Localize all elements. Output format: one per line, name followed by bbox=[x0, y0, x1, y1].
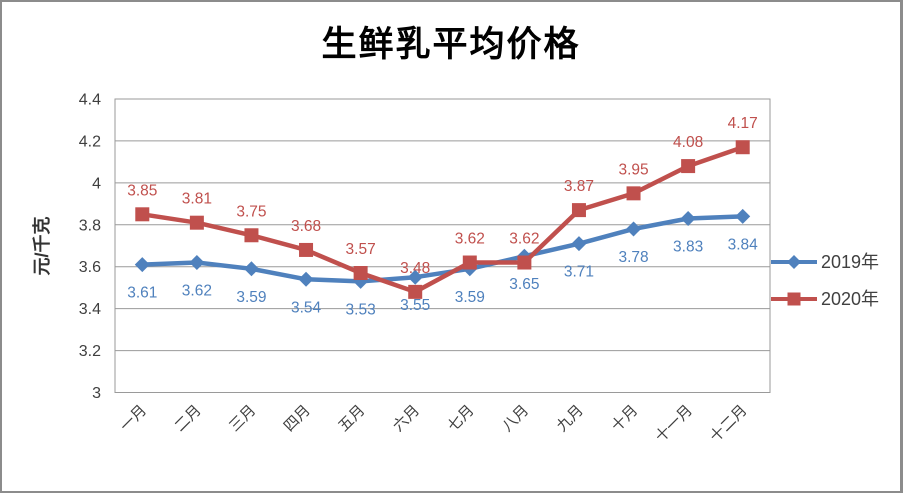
chart-legend: 2019年 2020年 bbox=[770, 248, 879, 313]
data-label-2020年: 3.81 bbox=[182, 191, 212, 208]
data-label-2019年: 3.83 bbox=[673, 238, 703, 255]
legend-item-2019年: 2019年 bbox=[770, 248, 879, 276]
data-label-2019年: 3.65 bbox=[509, 276, 539, 293]
data-label-2019年: 3.84 bbox=[728, 236, 759, 253]
series-marker-2020年 bbox=[244, 228, 259, 243]
y-tick-label: 4 bbox=[92, 175, 101, 192]
data-label-2020年: 3.68 bbox=[291, 218, 321, 235]
y-tick-label: 4.2 bbox=[79, 133, 101, 150]
series-marker-2019年 bbox=[298, 271, 314, 287]
x-tick-label: 八月 bbox=[499, 402, 532, 435]
x-tick-label: 七月 bbox=[444, 402, 477, 435]
x-tick-label: 十月 bbox=[608, 402, 641, 435]
x-tick-label: 二月 bbox=[171, 402, 204, 435]
x-tick-label: 九月 bbox=[554, 402, 587, 435]
data-label-2019年: 3.71 bbox=[564, 264, 594, 281]
y-tick-label: 3 bbox=[92, 385, 101, 402]
series-marker-2020年 bbox=[299, 242, 314, 257]
data-label-2019年: 3.54 bbox=[291, 299, 322, 316]
series-marker-2020年 bbox=[462, 255, 477, 270]
series-marker-2019年 bbox=[189, 255, 205, 271]
legend-swatch-icon bbox=[771, 255, 817, 269]
legend-marker-icon bbox=[787, 292, 801, 306]
y-tick-label: 3.6 bbox=[79, 259, 101, 276]
series-marker-2020年 bbox=[626, 186, 641, 201]
data-label-2019年: 3.59 bbox=[236, 289, 266, 306]
data-label-2020年: 3.62 bbox=[455, 231, 485, 248]
series-marker-2020年 bbox=[189, 215, 204, 230]
series-line-2020年 bbox=[140, 144, 745, 295]
y-tick-label: 3.2 bbox=[79, 343, 101, 360]
y-tick-label: 4.4 bbox=[79, 92, 101, 109]
x-tick-label: 十一月 bbox=[652, 402, 696, 446]
series-marker-2019年 bbox=[134, 257, 150, 273]
series-marker-2019年 bbox=[243, 261, 259, 277]
data-label-2020年: 3.95 bbox=[618, 161, 648, 178]
legend-item-2020年: 2020年 bbox=[770, 285, 879, 313]
series-marker-2019年 bbox=[680, 210, 696, 226]
data-label-2020年: 3.85 bbox=[127, 182, 157, 199]
series-marker-2019年 bbox=[735, 208, 751, 224]
series-marker-2020年 bbox=[735, 140, 750, 155]
y-tick-label: 3.8 bbox=[79, 217, 101, 234]
data-label-2019年: 3.62 bbox=[182, 283, 212, 300]
x-tick-label: 六月 bbox=[390, 402, 423, 435]
legend-label: 2020年 bbox=[821, 289, 880, 309]
data-label-2020年: 3.48 bbox=[400, 260, 430, 277]
series-marker-2020年 bbox=[408, 284, 423, 299]
legend-label: 2019年 bbox=[821, 252, 880, 272]
series-marker-2019年 bbox=[571, 236, 587, 252]
x-tick-label: 四月 bbox=[281, 402, 314, 435]
series-marker-2020年 bbox=[517, 255, 532, 270]
data-label-2020年: 3.57 bbox=[346, 241, 376, 258]
series-marker-2020年 bbox=[353, 266, 368, 281]
data-label-2020年: 4.08 bbox=[673, 134, 703, 151]
series-marker-2019年 bbox=[407, 269, 423, 285]
series-marker-2020年 bbox=[571, 203, 586, 218]
plot-border bbox=[114, 98, 771, 393]
x-tick-label: 十二月 bbox=[707, 402, 751, 446]
data-label-2020年: 4.17 bbox=[728, 115, 758, 132]
legend-swatch-icon bbox=[771, 292, 817, 306]
series-marker-2020年 bbox=[135, 207, 150, 222]
data-label-2020年: 3.62 bbox=[509, 231, 539, 248]
data-label-2020年: 3.87 bbox=[564, 178, 594, 195]
series-line-2019年 bbox=[140, 214, 745, 284]
data-label-2020年: 3.75 bbox=[236, 203, 266, 220]
chart-title: 生鲜乳平均价格 bbox=[321, 24, 581, 65]
x-tick-label: 五月 bbox=[335, 402, 368, 435]
x-tick-label: 一月 bbox=[117, 402, 150, 435]
data-label-2019年: 3.59 bbox=[455, 289, 485, 306]
data-label-2019年: 3.53 bbox=[346, 301, 376, 318]
data-label-2019年: 3.61 bbox=[127, 285, 157, 302]
data-label-2019年: 3.78 bbox=[618, 249, 648, 266]
x-tick-label: 三月 bbox=[226, 402, 259, 435]
series-marker-2020年 bbox=[681, 159, 696, 174]
series-marker-2019年 bbox=[626, 221, 642, 237]
legend-marker-icon bbox=[787, 255, 801, 269]
y-tick-label: 3.4 bbox=[79, 301, 101, 318]
data-label-2019年: 3.55 bbox=[400, 297, 430, 314]
